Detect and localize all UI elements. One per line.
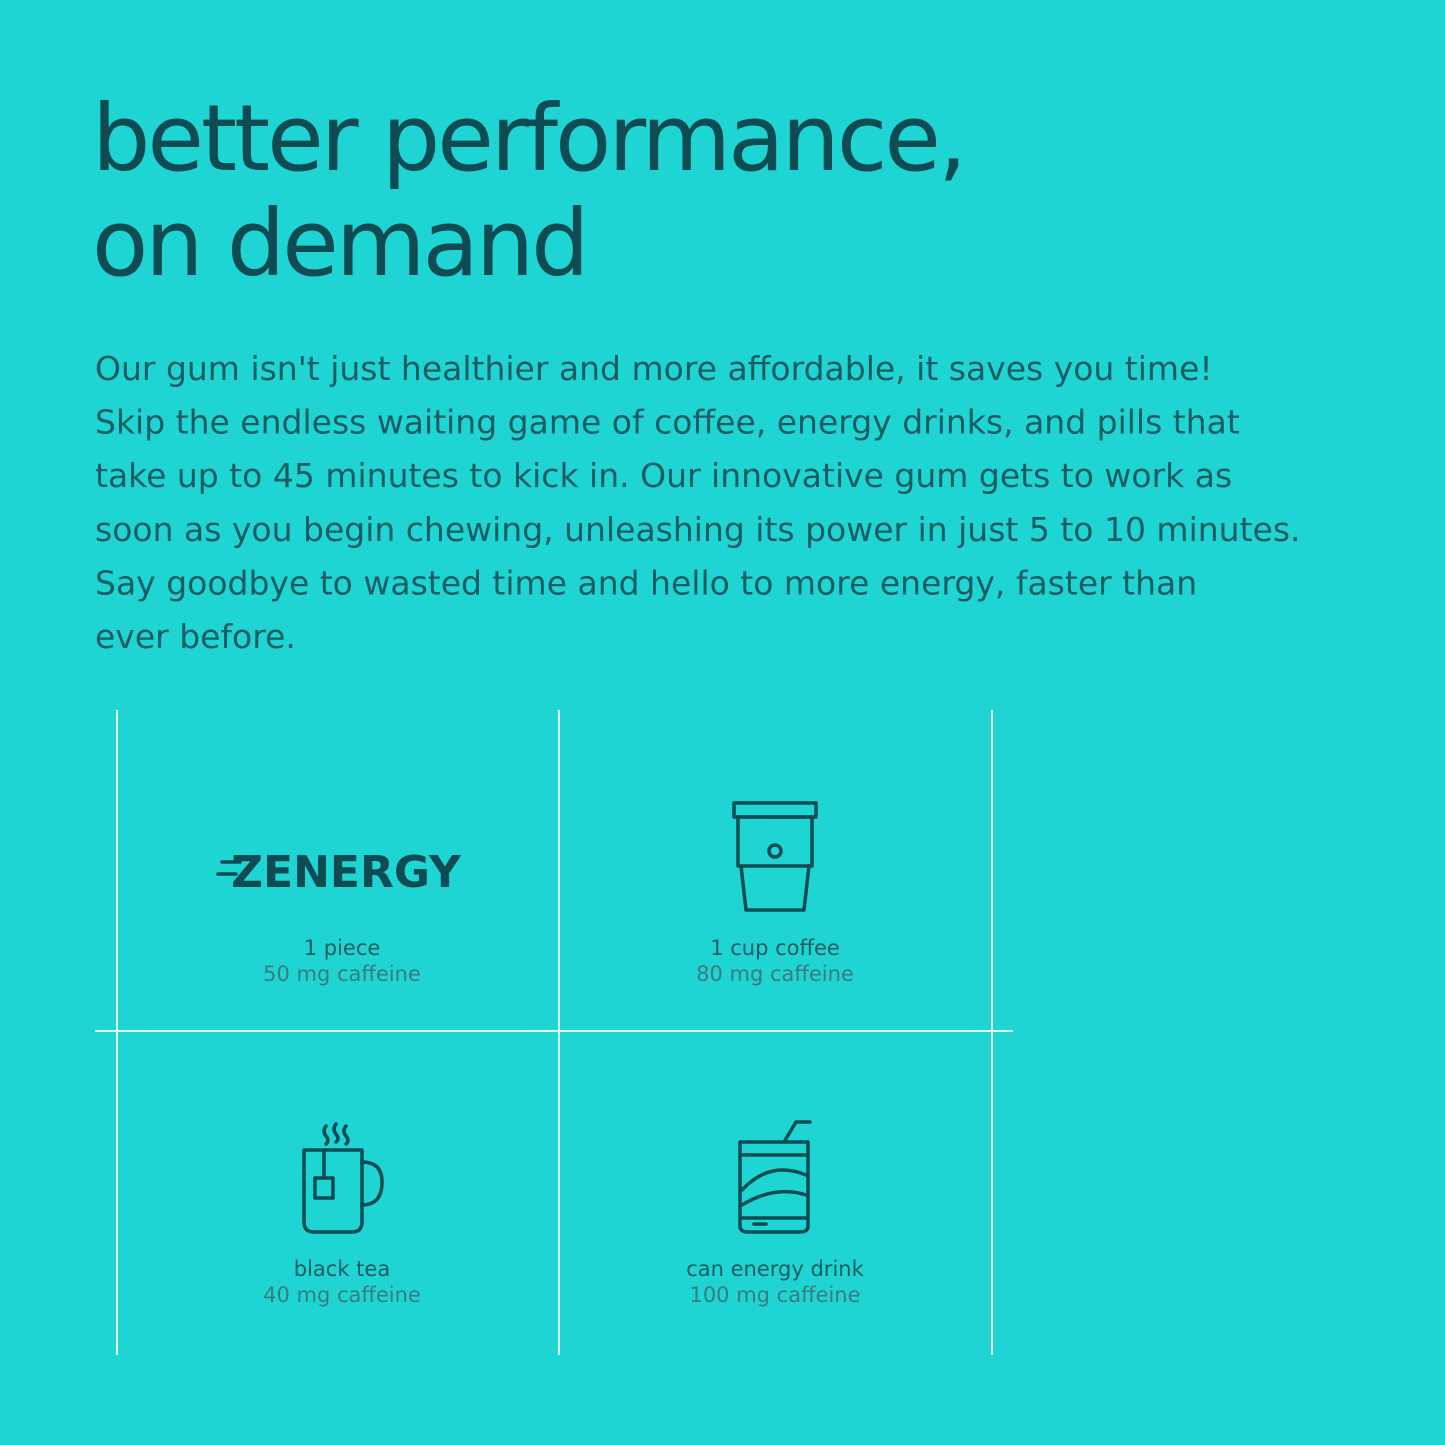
- mug: [302, 1148, 364, 1234]
- straw: [782, 1120, 812, 1144]
- steam: [322, 1122, 350, 1146]
- coffee-icon: [732, 801, 818, 912]
- paragraph-line: take up to 45 minutes to kick in. Our in…: [95, 456, 1232, 495]
- item-name: can energy drink: [686, 1257, 864, 1281]
- title-line: on demand: [92, 190, 587, 297]
- paragraph-line: Say goodbye to wasted time and hello to …: [95, 563, 1197, 602]
- rim: [740, 1153, 808, 1220]
- handle: [360, 1160, 384, 1207]
- paragraph-line: Our gum isn't just healthier and more af…: [95, 349, 1213, 388]
- logo-text: ZENERGY: [231, 847, 462, 898]
- paragraph-line: ever before.: [95, 617, 296, 656]
- item-caption: 100 mg caffeine: [689, 1283, 860, 1307]
- paragraph-line: Skip the endless waiting game of coffee,…: [95, 403, 1240, 442]
- item-name: 1 cup coffee: [710, 936, 840, 960]
- tag: [313, 1176, 335, 1200]
- grid: [95, 710, 1013, 1355]
- tea-icon: [302, 1122, 384, 1234]
- item-caption: 40 mg caffeine: [263, 1283, 421, 1307]
- title-line: better performance,: [92, 85, 964, 192]
- item-caption: 50 mg caffeine: [263, 962, 421, 986]
- item-name: black tea: [294, 1257, 390, 1281]
- item-caption: 80 mg caffeine: [696, 962, 854, 986]
- cup: [739, 864, 811, 912]
- paragraph-line: soon as you begin chewing, unleashing it…: [95, 510, 1301, 549]
- logo: ZENERGY: [216, 847, 462, 898]
- can-icon: [738, 1120, 812, 1234]
- can: [738, 1140, 810, 1234]
- sleeve: [736, 815, 814, 868]
- paragraph: Our gum isn't just healthier and more af…: [95, 349, 1301, 656]
- dot: [767, 843, 783, 859]
- wave: [740, 1168, 808, 1207]
- item-name: 1 piece: [304, 936, 381, 960]
